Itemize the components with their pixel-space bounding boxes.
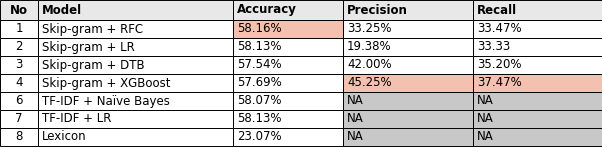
Bar — [0, 38, 38, 56]
Text: Recall: Recall — [477, 4, 517, 16]
Bar — [233, 92, 343, 110]
Text: Precision: Precision — [347, 4, 408, 16]
Text: NA: NA — [347, 95, 364, 107]
Bar — [0, 92, 38, 110]
Bar — [343, 0, 473, 20]
Text: 8: 8 — [15, 131, 23, 144]
Bar — [0, 20, 38, 38]
Text: 33.25%: 33.25% — [347, 22, 391, 36]
Text: NA: NA — [477, 95, 494, 107]
Text: NA: NA — [347, 131, 364, 144]
Bar — [343, 92, 473, 110]
Bar — [233, 110, 343, 128]
Text: 57.54%: 57.54% — [237, 58, 282, 71]
Text: 3: 3 — [15, 58, 23, 71]
Text: TF-IDF + Naïve Bayes: TF-IDF + Naïve Bayes — [42, 95, 170, 107]
Text: TF-IDF + LR: TF-IDF + LR — [42, 112, 111, 126]
Text: 2: 2 — [15, 41, 23, 53]
Bar — [233, 20, 343, 38]
Bar — [343, 38, 473, 56]
Text: NA: NA — [477, 131, 494, 144]
Bar — [473, 56, 602, 74]
Bar — [0, 128, 38, 146]
Text: 6: 6 — [15, 95, 23, 107]
Text: Model: Model — [42, 4, 82, 16]
Bar — [473, 0, 602, 20]
Text: 58.13%: 58.13% — [237, 112, 282, 126]
Text: 33.33: 33.33 — [477, 41, 510, 53]
Text: 1: 1 — [15, 22, 23, 36]
Bar — [343, 56, 473, 74]
Text: Skip-gram + DTB: Skip-gram + DTB — [42, 58, 144, 71]
Text: 33.47%: 33.47% — [477, 22, 521, 36]
Text: Skip-gram + RFC: Skip-gram + RFC — [42, 22, 143, 36]
Text: 57.69%: 57.69% — [237, 77, 282, 90]
Bar — [38, 20, 233, 38]
Bar — [473, 20, 602, 38]
Text: Skip-gram + XGBoost: Skip-gram + XGBoost — [42, 77, 170, 90]
Bar — [473, 92, 602, 110]
Bar — [473, 38, 602, 56]
Bar — [233, 38, 343, 56]
Text: Lexicon: Lexicon — [42, 131, 87, 144]
Text: Accuracy: Accuracy — [237, 4, 297, 16]
Text: 45.25%: 45.25% — [347, 77, 392, 90]
Text: 42.00%: 42.00% — [347, 58, 392, 71]
Text: 37.47%: 37.47% — [477, 77, 522, 90]
Text: 58.16%: 58.16% — [237, 22, 282, 36]
Text: No: No — [10, 4, 28, 16]
Text: 35.20%: 35.20% — [477, 58, 521, 71]
Bar — [38, 56, 233, 74]
Bar — [38, 110, 233, 128]
Bar — [473, 110, 602, 128]
Bar — [38, 38, 233, 56]
Bar — [233, 56, 343, 74]
Text: 19.38%: 19.38% — [347, 41, 392, 53]
Bar — [38, 128, 233, 146]
Text: 58.07%: 58.07% — [237, 95, 282, 107]
Bar — [0, 74, 38, 92]
Bar — [0, 56, 38, 74]
Bar — [233, 0, 343, 20]
Text: 58.13%: 58.13% — [237, 41, 282, 53]
Bar — [473, 128, 602, 146]
Bar — [343, 20, 473, 38]
Bar — [343, 74, 473, 92]
Text: Skip-gram + LR: Skip-gram + LR — [42, 41, 135, 53]
Bar — [38, 92, 233, 110]
Bar — [38, 0, 233, 20]
Bar — [343, 128, 473, 146]
Text: 4: 4 — [15, 77, 23, 90]
Text: NA: NA — [347, 112, 364, 126]
Text: 23.07%: 23.07% — [237, 131, 282, 144]
Bar — [0, 110, 38, 128]
Bar — [343, 110, 473, 128]
Text: NA: NA — [477, 112, 494, 126]
Bar — [0, 0, 38, 20]
Bar — [233, 74, 343, 92]
Bar — [38, 74, 233, 92]
Bar — [233, 128, 343, 146]
Text: 7: 7 — [15, 112, 23, 126]
Bar — [473, 74, 602, 92]
